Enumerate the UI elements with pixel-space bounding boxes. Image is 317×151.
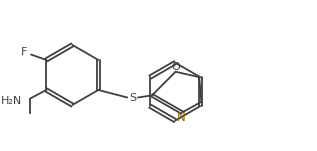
Text: F: F xyxy=(21,47,27,57)
Text: N: N xyxy=(177,111,185,124)
Text: H₂N: H₂N xyxy=(1,96,23,106)
Text: O: O xyxy=(171,63,180,72)
Text: S: S xyxy=(129,93,136,103)
